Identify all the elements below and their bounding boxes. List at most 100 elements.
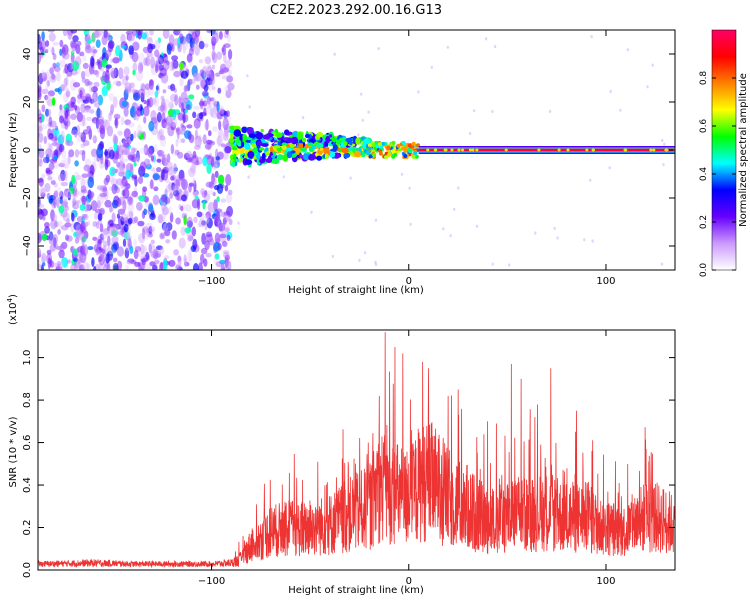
snr-multiplier-base: (x10 [8, 302, 19, 325]
onset-blob [258, 159, 266, 164]
noise-blob [206, 64, 212, 69]
noise-blob [76, 216, 84, 223]
noise-blob [128, 196, 133, 205]
noise-blob [198, 218, 205, 228]
snr-x-ticks: −100 0 100 [198, 330, 616, 587]
noise-blob [52, 41, 60, 46]
noise-blob [202, 201, 206, 210]
noise-blob [187, 78, 193, 86]
noise-blob [143, 208, 148, 216]
onset-blob [365, 150, 371, 156]
noise-blob [128, 210, 134, 219]
tone-dot [426, 148, 430, 152]
noise-blob [178, 96, 182, 108]
noise-blob [74, 229, 81, 239]
noise-blob [177, 188, 183, 194]
noise-blob [183, 214, 187, 226]
onset-blob [261, 152, 266, 161]
noise-blob [174, 94, 179, 106]
noise-blob [198, 112, 204, 120]
noise-blob [185, 33, 193, 44]
noise-blob [46, 80, 50, 87]
noise-blob [161, 154, 166, 166]
noise-blob [99, 127, 106, 140]
noise-speck [663, 142, 666, 146]
noise-blob [213, 184, 220, 191]
noise-blob [148, 203, 154, 213]
noise-blob [97, 213, 103, 221]
noise-blob [38, 33, 41, 44]
noise-blob [175, 217, 182, 225]
noise-blob [136, 150, 140, 162]
noise-blob [212, 85, 216, 91]
noise-blob [80, 143, 86, 148]
noise-blob [150, 210, 155, 218]
noise-blob [118, 159, 123, 172]
noise-blob [177, 138, 183, 143]
noise-blob [90, 86, 98, 93]
noise-blob [41, 88, 49, 95]
colorbar-tick-label: 0.4 [699, 167, 709, 182]
noise-blob [127, 204, 135, 212]
noise-blob [157, 213, 163, 224]
noise-blob [73, 257, 78, 262]
noise-blob [103, 119, 111, 131]
noise-speck [553, 226, 556, 230]
noise-blob [214, 170, 219, 178]
noise-speck [408, 186, 411, 190]
noise-blob [105, 64, 110, 73]
onset-blob [233, 129, 242, 137]
noise-blob [208, 130, 212, 137]
noise-blob [80, 185, 87, 193]
noise-blob [151, 97, 157, 106]
noise-speck [508, 263, 511, 267]
noise-blob [47, 30, 55, 33]
noise-blob [52, 154, 58, 161]
noise-blob [140, 83, 146, 92]
noise-blob [80, 132, 87, 143]
noise-blob [139, 161, 147, 172]
noise-blob [194, 195, 199, 200]
x-tick-label: 0 [406, 276, 412, 287]
noise-blob [38, 186, 46, 195]
noise-blob [222, 68, 227, 74]
noise-blob [57, 229, 61, 235]
noise-blob [213, 241, 220, 252]
noise-blob [113, 258, 118, 263]
noise-blob [191, 157, 197, 169]
noise-blob [109, 205, 113, 213]
tone-band-core [418, 148, 675, 152]
noise-blob [41, 104, 46, 113]
noise-blob [89, 82, 93, 93]
noise-blob [211, 113, 218, 119]
noise-blob [173, 163, 178, 175]
noise-blob [38, 148, 42, 158]
onset-blob [316, 142, 324, 149]
noise-blob [67, 259, 71, 264]
noise-blob [221, 75, 228, 80]
noise-blob [48, 233, 55, 245]
noise-blob [192, 111, 197, 119]
noise-blob [150, 56, 155, 69]
colorbar-tick-label: 0.6 [699, 119, 709, 134]
noise-blob [85, 105, 90, 113]
noise-blob [72, 202, 80, 210]
noise-blob [115, 223, 122, 230]
noise-speck [619, 108, 622, 112]
noise-blob [98, 247, 103, 252]
noise-blob [120, 116, 125, 126]
noise-blob [40, 46, 44, 54]
noise-blob [173, 70, 181, 78]
noise-blob [188, 134, 195, 144]
onset-blob [331, 137, 337, 143]
noise-blob [146, 98, 150, 107]
noise-blob [205, 106, 213, 115]
noise-blob [49, 67, 54, 75]
noise-blob [206, 217, 213, 229]
noise-blob [227, 260, 232, 270]
noise-blob [206, 163, 212, 174]
onset-blob [353, 150, 361, 158]
noise-blob [38, 154, 41, 162]
transition-blob [386, 145, 391, 150]
noise-blob [228, 218, 233, 226]
